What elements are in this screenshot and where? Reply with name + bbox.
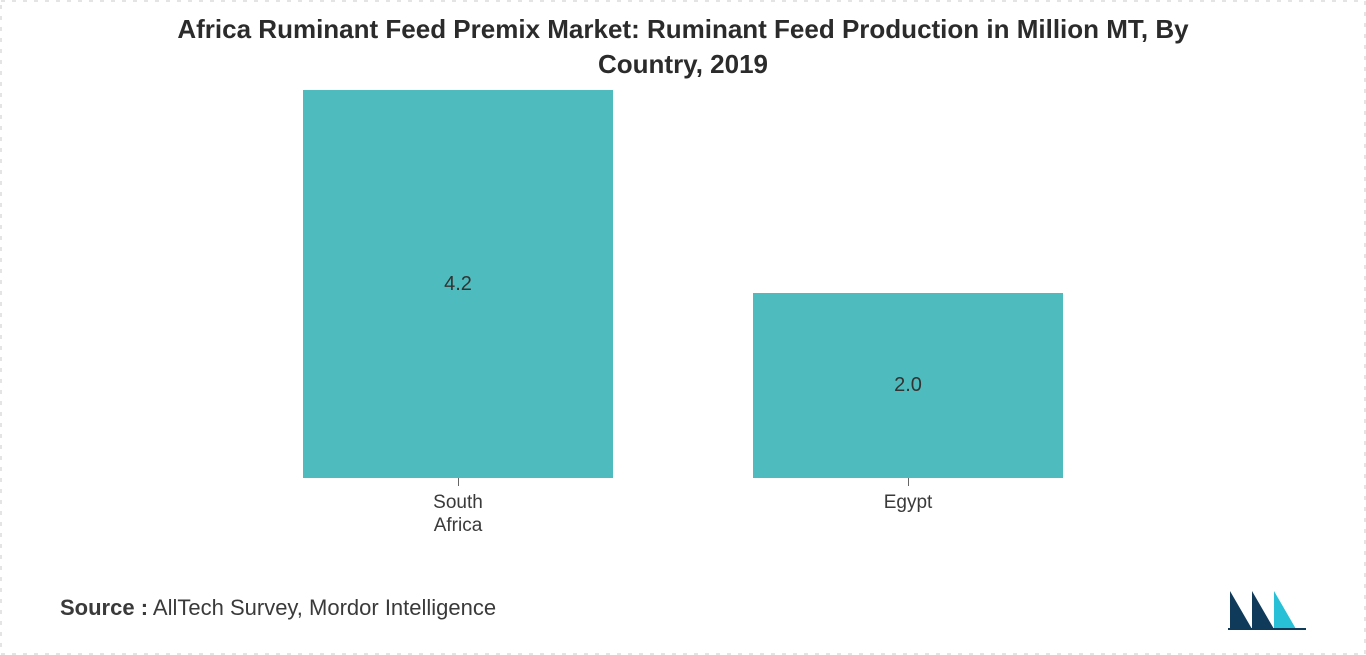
chart-title: Africa Ruminant Feed Premix Market: Rumi… — [133, 12, 1233, 82]
x-tick — [458, 478, 459, 486]
source-label: Source : — [60, 595, 148, 620]
source-text: AllTech Survey, Mordor Intelligence — [148, 595, 496, 620]
bar-egypt: 2.0 — [753, 293, 1063, 478]
x-labels-row: South Africa Egypt — [60, 486, 1306, 528]
x-label-egypt: Egypt — [753, 486, 1063, 528]
bar-col-0: 4.2 — [303, 90, 613, 486]
bar-value-label: 2.0 — [894, 374, 922, 397]
bar-south-africa: 4.2 — [303, 90, 613, 478]
x-tick — [908, 478, 909, 486]
x-label-south-africa: South Africa — [303, 486, 613, 528]
bars-row: 4.2 2.0 — [60, 98, 1306, 486]
chart-footer: Source : AllTech Survey, Mordor Intellig… — [60, 585, 1306, 631]
source-line: Source : AllTech Survey, Mordor Intellig… — [60, 595, 496, 621]
bar-value-label: 4.2 — [444, 273, 472, 296]
mordor-logo-icon — [1228, 585, 1306, 631]
chart-plot-area: 4.2 2.0 South Africa Egypt — [60, 98, 1306, 528]
bar-col-1: 2.0 — [753, 293, 1063, 486]
